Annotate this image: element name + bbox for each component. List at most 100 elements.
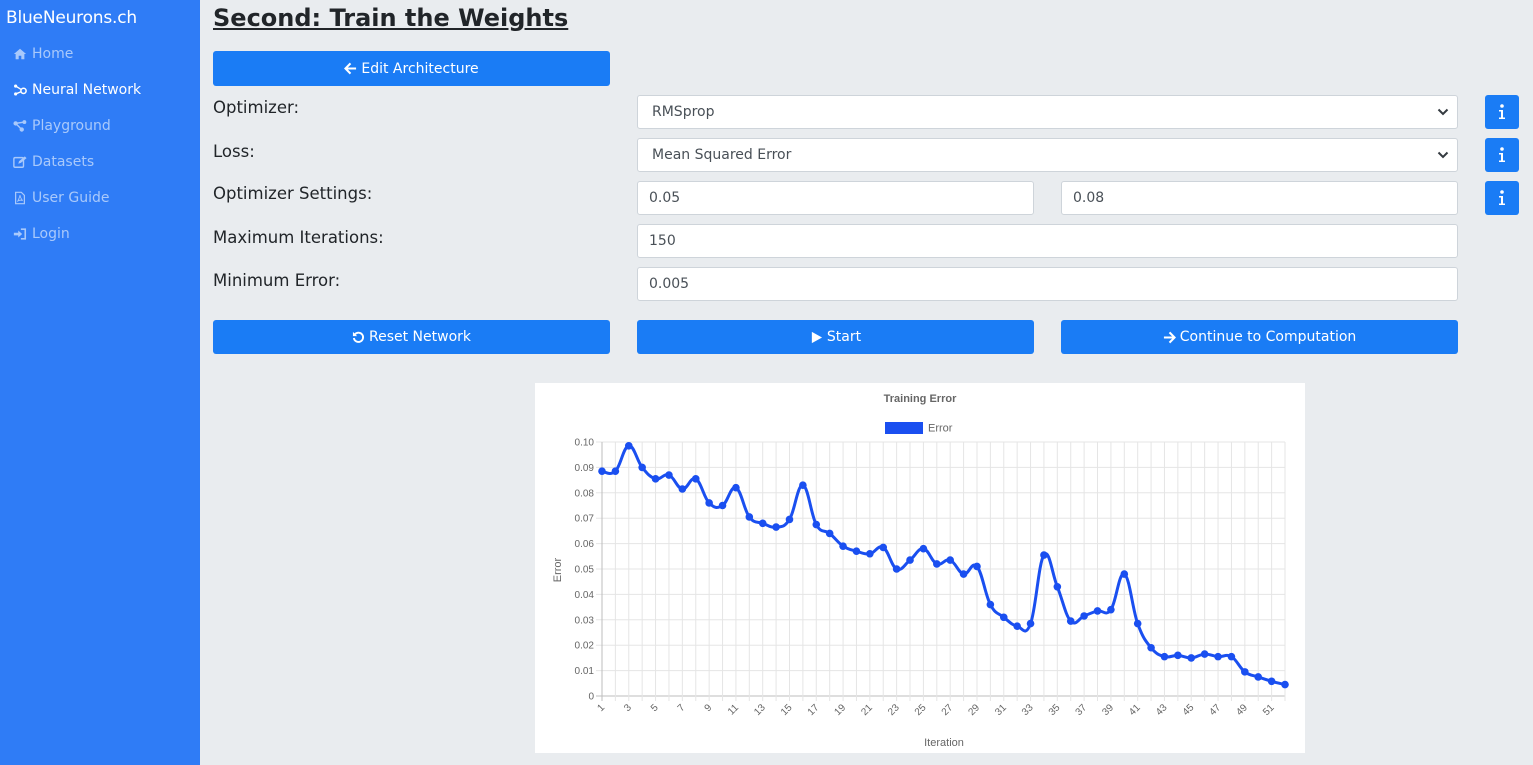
- x-tick-label: 47: [1208, 702, 1224, 718]
- y-tick-label: 0.06: [575, 539, 595, 550]
- chart-svg: Training Error Error Error Iteration 0 0.…: [552, 393, 1289, 749]
- page-title: Second: Train the Weights: [213, 4, 569, 32]
- series-line-error: [601, 444, 1286, 687]
- data-point: [892, 565, 901, 573]
- data-point: [745, 513, 754, 521]
- optimizer-value: RMSprop: [652, 104, 715, 120]
- sidebar-item-login[interactable]: Login: [12, 223, 70, 245]
- sidebar-item-datasets[interactable]: Datasets: [12, 151, 94, 173]
- play-icon: [811, 331, 822, 343]
- data-point: [973, 562, 981, 571]
- sidebar-item-home[interactable]: Home: [12, 43, 73, 65]
- data-point: [1093, 607, 1102, 615]
- data-point: [1053, 582, 1062, 591]
- data-point: [1120, 570, 1129, 578]
- data-point: [933, 560, 941, 568]
- data-point: [866, 549, 874, 558]
- brand-logo[interactable]: BlueNeurons.ch: [6, 8, 137, 28]
- data-point: [638, 463, 646, 472]
- loss-select[interactable]: Mean Squared Error: [637, 138, 1458, 172]
- data-point: [825, 529, 834, 538]
- x-tick-label: 9: [703, 702, 715, 714]
- loss-info-button[interactable]: [1485, 138, 1519, 172]
- x-tick-label: 17: [806, 702, 822, 718]
- x-tick-label: 19: [833, 702, 849, 718]
- data-point: [1187, 654, 1196, 662]
- sidebar-item-user-guide[interactable]: User Guide: [12, 187, 109, 209]
- x-tick-label: 13: [752, 702, 768, 718]
- diagram-icon: [12, 119, 28, 133]
- y-tick-label: 0.07: [575, 514, 595, 525]
- optimizer-setting-2-input[interactable]: 0.08: [1061, 181, 1458, 215]
- data-point: [1254, 673, 1263, 681]
- sidebar-item-label: Playground: [32, 118, 111, 134]
- start-label: Start: [826, 329, 862, 345]
- y-axis-label: Error: [552, 557, 564, 582]
- x-tick-label: 37: [1074, 702, 1090, 718]
- edit-icon: [12, 155, 28, 169]
- optimizer-label: Optimizer:: [213, 98, 300, 117]
- data-point: [758, 519, 767, 528]
- x-tick-label: 3: [622, 702, 634, 714]
- start-button[interactable]: Start: [637, 320, 1034, 354]
- info-icon: [1499, 104, 1505, 119]
- sidebar-item-label: User Guide: [32, 190, 110, 206]
- optimizer-setting-1-input[interactable]: 0.05: [637, 181, 1034, 215]
- sign-in-icon: [12, 227, 28, 241]
- y-tick-label: 0.01: [575, 666, 595, 677]
- y-tick-label: 0.08: [575, 488, 595, 499]
- sidebar-item-label: Login: [32, 226, 70, 242]
- data-point: [839, 542, 847, 550]
- y-tick-label: 0.04: [575, 590, 595, 601]
- x-tick-label: 15: [779, 702, 795, 718]
- y-tick-label: 0: [588, 692, 594, 703]
- chevron-down-icon: [1437, 108, 1449, 116]
- data-point: [611, 467, 620, 476]
- y-ticks: 0 0.01 0.02 0.03 0.04 0.05 0.06 0.07 0.08 0.09 0.1…: [575, 438, 595, 703]
- data-point: [1281, 680, 1289, 689]
- optimizer-setting-2-value: 0.08: [1073, 190, 1105, 206]
- data-point: [1160, 652, 1169, 661]
- x-tick-label: 33: [1020, 702, 1036, 718]
- x-tick-label: 49: [1234, 702, 1250, 718]
- y-tick-label: 0.05: [575, 565, 595, 576]
- reset-network-label: Reset Network: [368, 329, 471, 345]
- data-point: [1227, 652, 1236, 661]
- optimizer-setting-1-value: 0.05: [649, 190, 681, 206]
- sidebar-item-playground[interactable]: Playground: [12, 115, 111, 137]
- optimizer-select[interactable]: RMSprop: [637, 95, 1458, 129]
- data-point: [1066, 617, 1075, 625]
- data-point: [999, 613, 1008, 622]
- legend-label: Error: [928, 423, 953, 435]
- sidebar-item-neural-network[interactable]: Neural Network: [12, 79, 141, 101]
- network-icon: [12, 83, 28, 97]
- optimizer-settings-label: Optimizer Settings:: [213, 184, 373, 203]
- min-error-input[interactable]: 0.005: [637, 267, 1458, 301]
- y-tick-label: 0.02: [575, 641, 595, 652]
- sidebar-item-label: Home: [32, 46, 74, 62]
- min-error-label: Minimum Error:: [213, 271, 341, 290]
- edit-architecture-label: Edit Architecture: [361, 60, 479, 77]
- info-icon: [1499, 147, 1505, 162]
- x-tick-label: 25: [913, 702, 929, 718]
- arrow-left-icon: [344, 62, 357, 75]
- continue-to-computation-button[interactable]: Continue to Computation: [1061, 320, 1458, 354]
- optimizer-info-button[interactable]: [1485, 95, 1519, 129]
- series-points: [598, 442, 1289, 689]
- data-point: [906, 556, 914, 564]
- y-tick-label: 0.03: [575, 615, 595, 626]
- data-point: [691, 475, 700, 483]
- data-point: [624, 442, 633, 450]
- data-point: [678, 485, 687, 493]
- data-point: [665, 471, 673, 479]
- x-tick-label: 11: [726, 702, 741, 717]
- data-point: [732, 483, 740, 492]
- data-point: [986, 600, 995, 609]
- reset-network-button[interactable]: Reset Network: [213, 320, 610, 354]
- x-tick-label: 27: [940, 702, 956, 718]
- edit-architecture-button[interactable]: Edit Architecture: [213, 51, 610, 86]
- data-point: [812, 520, 821, 529]
- optimizer-settings-info-button[interactable]: [1485, 181, 1519, 215]
- max-iterations-input[interactable]: 150: [637, 224, 1458, 258]
- chevron-down-icon: [1437, 151, 1449, 159]
